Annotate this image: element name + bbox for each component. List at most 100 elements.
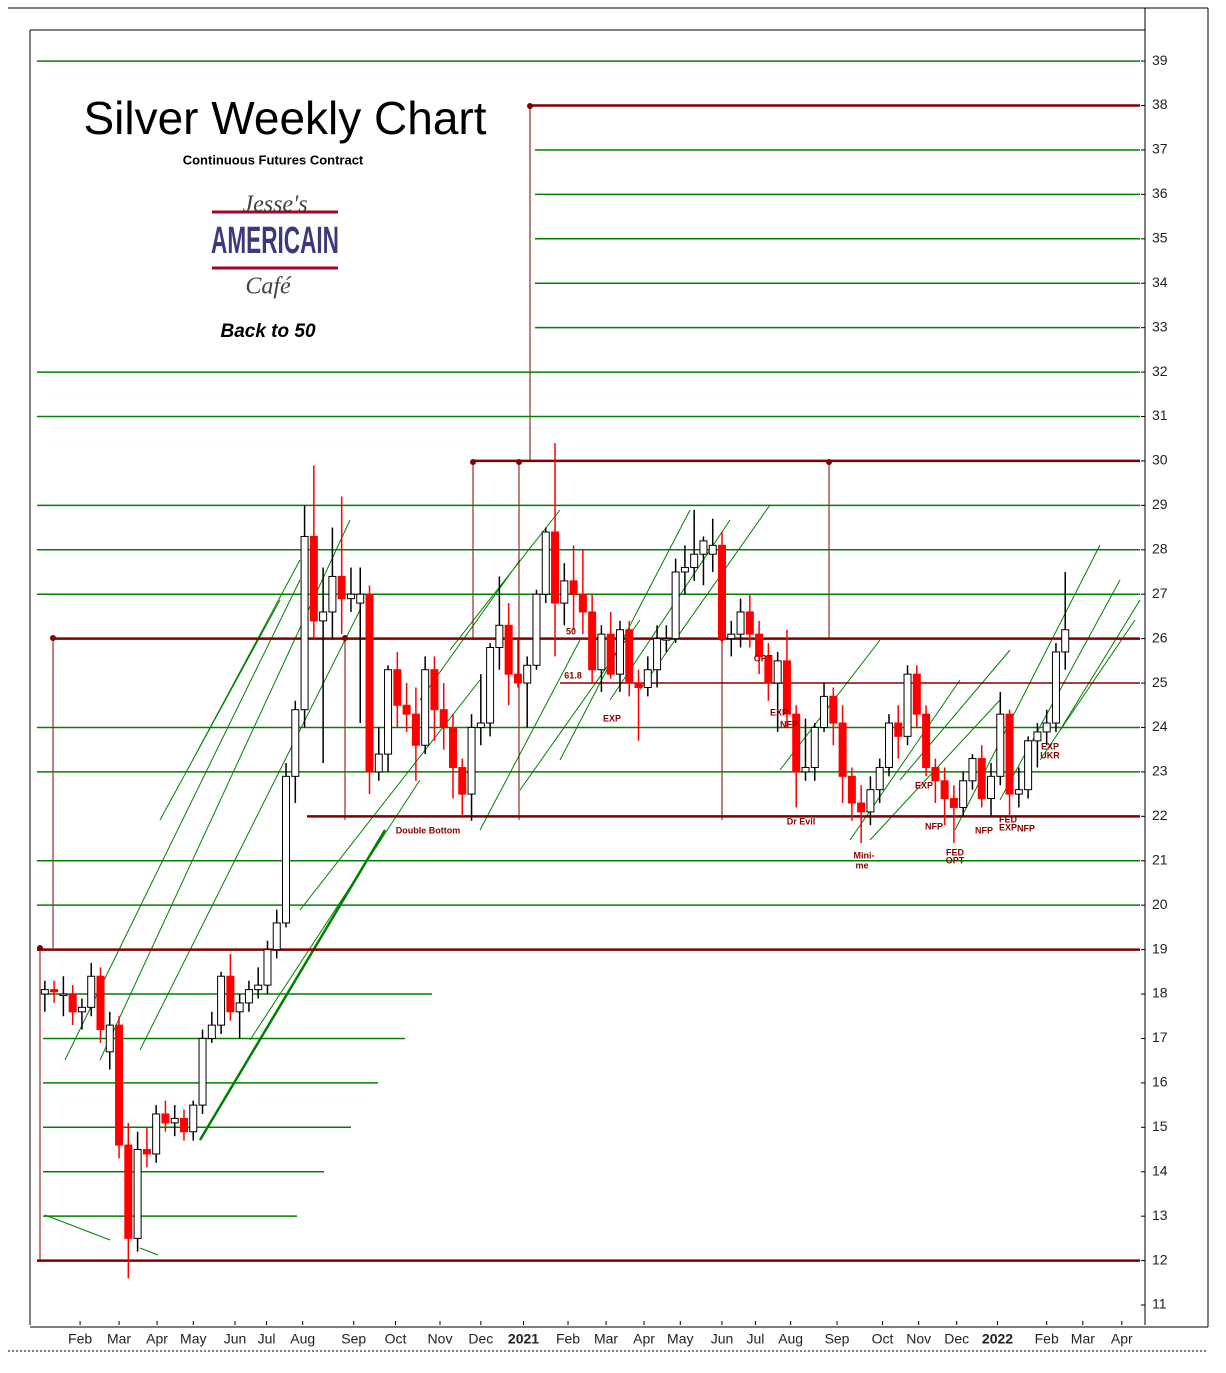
candle-body [374,753,383,773]
candle-body [940,780,949,800]
x-tick-label: Apr [146,1331,168,1347]
y-tick-label: 36 [1152,185,1168,201]
y-tick-label: 14 [1152,1162,1168,1178]
x-tick-label: Jun [224,1331,247,1347]
candle-body [263,949,272,986]
candle-body [523,664,532,684]
candle-body [996,713,1005,777]
x-tick-label: May [667,1331,693,1347]
candle-body [949,798,958,808]
candle-body [588,611,597,671]
candle-body [207,1024,216,1039]
candle-body [365,593,374,773]
x-tick-label: Dec [468,1331,493,1347]
x-tick-label: Mar [594,1331,618,1347]
x-tick-label: 2022 [982,1331,1013,1347]
candle-body [847,775,856,804]
candle-body [254,984,263,991]
y-tick-label: 34 [1152,274,1168,290]
candle-body [346,593,355,600]
candle-body [1061,629,1070,653]
candle-body [96,975,105,1031]
candle-body [124,1144,133,1239]
candle-body [578,593,587,613]
candle-body [59,993,68,997]
candle-body [801,766,810,773]
candle-body [912,673,921,715]
annotation: NFP [925,821,943,831]
candle-body [755,633,764,657]
candle-body [291,709,300,777]
candle-body [68,993,77,1013]
candle-body [625,629,634,684]
candle-body [736,611,745,635]
candle-body [1014,789,1023,795]
annotation: 61.8 [564,670,582,680]
candle-body [662,638,671,641]
candle-body [1005,713,1014,795]
candle-body [1033,731,1042,742]
candle-body [179,1117,188,1133]
candle-body [486,647,495,724]
candle-body [615,629,624,675]
y-tick-label: 21 [1152,851,1168,867]
y-tick-label: 25 [1152,674,1168,690]
annotation: NFP [780,719,798,729]
y-tick-label: 23 [1152,763,1168,779]
x-tick-label: Apr [1111,1331,1133,1347]
candle-body [393,669,402,706]
y-tick-label: 16 [1152,1074,1168,1090]
y-tick-label: 20 [1152,896,1168,912]
candle-body [300,535,309,711]
candle-body [764,655,773,684]
annotation: FED [946,847,965,857]
x-tick-label: Oct [872,1331,894,1347]
candle-body [337,575,346,600]
candle-body [690,553,699,569]
candle-body [40,989,49,995]
y-tick-label: 32 [1152,363,1168,379]
candle-body [87,975,96,1008]
candle-body [495,624,504,649]
annotation: Double Bottom [396,825,461,835]
candle-body [476,722,485,728]
y-tick-label: 18 [1152,985,1168,1001]
candle-body [244,989,253,1004]
chart-subtitle: Continuous Futures Contract [183,152,364,167]
x-tick-label: Nov [906,1331,931,1347]
candle-body [560,580,569,604]
y-tick-label: 28 [1152,540,1168,556]
chart-title: Silver Weekly Chart [83,92,486,144]
candle-body [115,1024,124,1146]
candle-body [597,633,606,671]
annotation: NFP [1017,823,1035,833]
logo-bottom: Café [245,274,292,300]
x-tick-label: Nov [428,1331,453,1347]
y-tick-label: 26 [1152,629,1168,645]
x-tick-label: Jun [711,1331,734,1347]
candle-body [198,1037,207,1106]
x-tick-label: Aug [778,1331,803,1347]
annotation: FED [999,814,1018,824]
candle-body [857,802,866,813]
candle-body [133,1149,142,1239]
annotation: EXP [770,707,788,717]
candle-body [551,531,560,604]
candle-body [384,669,393,755]
y-tick-label: 39 [1152,52,1168,68]
candle-body [875,766,884,791]
candle-body [894,722,903,737]
x-tick-label: Feb [1035,1331,1059,1347]
candle-body [77,1006,86,1013]
candle-body [513,673,522,684]
candle-body [541,531,550,595]
candle-body [142,1149,151,1155]
candle-body [606,633,615,675]
candle-body [226,975,235,1013]
candle-body [217,975,226,1026]
candle-body [458,766,467,795]
y-tick-label: 35 [1152,230,1168,246]
candle-body [161,1113,170,1124]
x-tick-label: Sep [825,1331,850,1347]
